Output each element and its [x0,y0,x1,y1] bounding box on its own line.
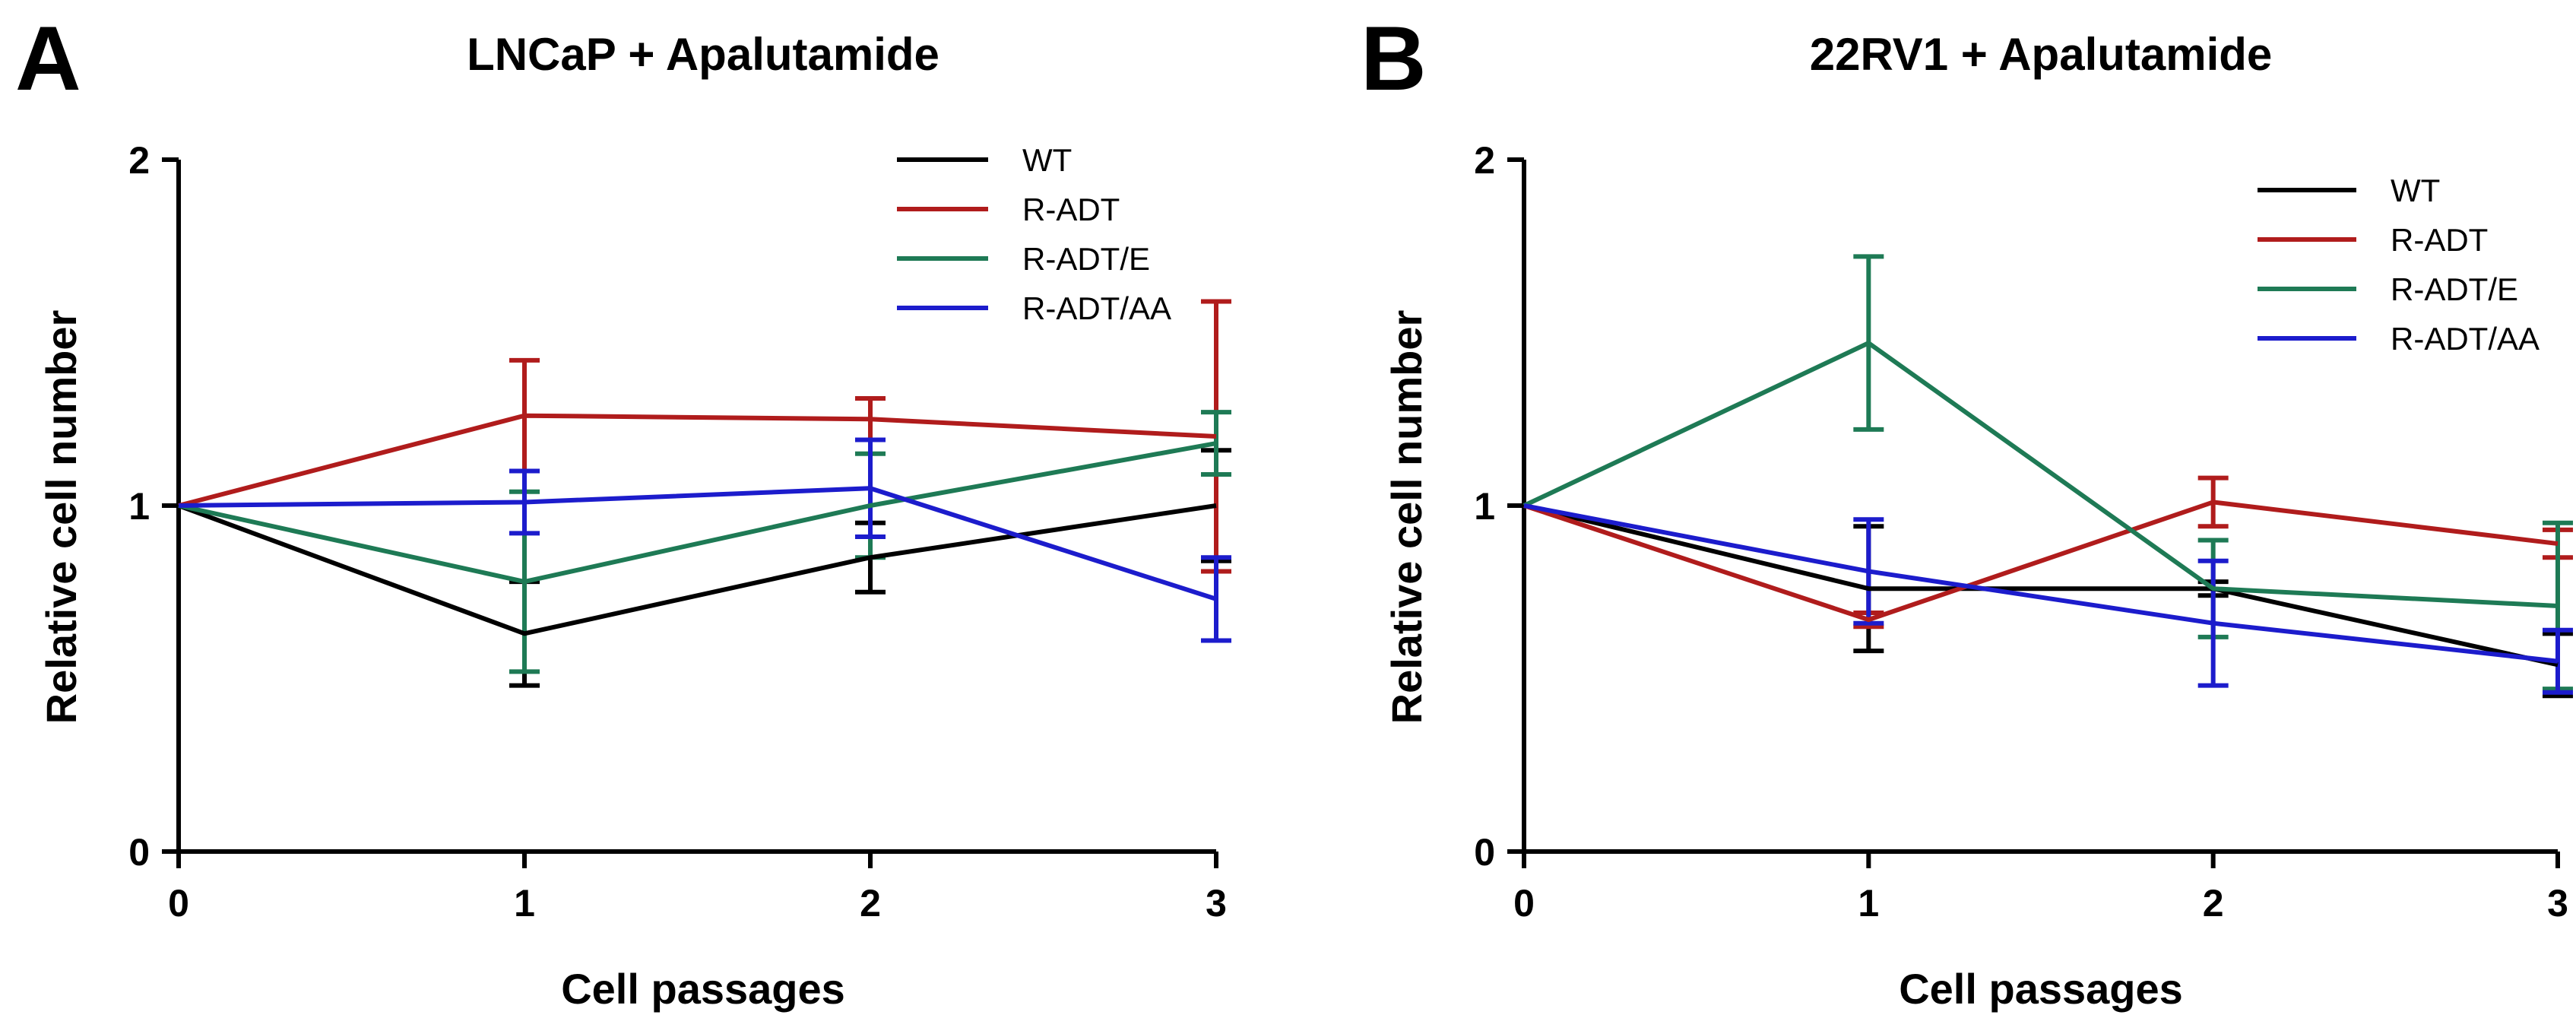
x-axis-label: Cell passages [561,965,845,1013]
series-lines [1522,341,2559,668]
axis-ticks: 0 1 2 3 0 1 2 [128,139,1227,925]
x-axis-label: Cell passages [1899,965,2183,1013]
x-tick-label: 3 [1206,882,1227,925]
y-axis-label: Relative cell number [1383,310,1431,725]
y-tick-label: 2 [128,139,150,182]
series-line [1522,341,2559,608]
legend-label: R-ADT/AA [1022,290,1171,326]
panel-a: A LNCaP + Apalutamide Cell passages Rela… [15,8,1231,1013]
x-tick-label: 2 [860,882,881,925]
panel-letter-a: A [15,8,81,109]
x-tick-label: 0 [168,882,189,925]
legend-label: R-ADT/E [1022,241,1150,277]
legend-label: R-ADT/E [2391,271,2518,307]
legend-label: WT [2391,173,2440,208]
chart-title: 22RV1 + Apalutamide [1810,29,2273,80]
series-line [1523,503,2559,668]
y-axis-label: Relative cell number [37,310,85,725]
legend-label: R-ADT [1022,192,1120,227]
y-tick-label: 0 [1474,831,1495,874]
series-lines [177,413,1217,636]
y-tick-label: 0 [128,831,150,874]
error-bars [509,299,1231,688]
legend: WT R-ADT R-ADT/E R-ADT/AA [897,142,1171,326]
legend-label: R-ADT [2391,222,2488,258]
legend-label: WT [1022,142,1072,178]
x-tick-label: 2 [2203,882,2224,925]
y-tick-label: 1 [1474,485,1495,528]
series-line [1523,500,2559,623]
series-line [178,486,1217,601]
series-line [177,503,1217,636]
series-line [178,441,1217,585]
x-tick-label: 0 [1513,882,1535,925]
x-tick-label: 1 [1858,882,1879,925]
y-tick-label: 1 [128,485,150,528]
axis-ticks: 0 1 2 3 0 1 2 [1474,139,2568,925]
chart-title: LNCaP + Apalutamide [467,29,939,80]
panel-b: B 22RV1 + Apalutamide Cell passages Rela… [1361,8,2573,1013]
panel-letter-b: B [1361,8,1427,109]
series-line [178,413,1217,508]
x-tick-label: 3 [2547,882,2568,925]
legend: WT R-ADT R-ADT/E R-ADT/AA [2258,173,2540,357]
series-line [1523,503,2559,664]
legend-label: R-ADT/AA [2391,321,2540,357]
x-tick-label: 1 [514,882,535,925]
y-tick-label: 2 [1474,139,1495,182]
